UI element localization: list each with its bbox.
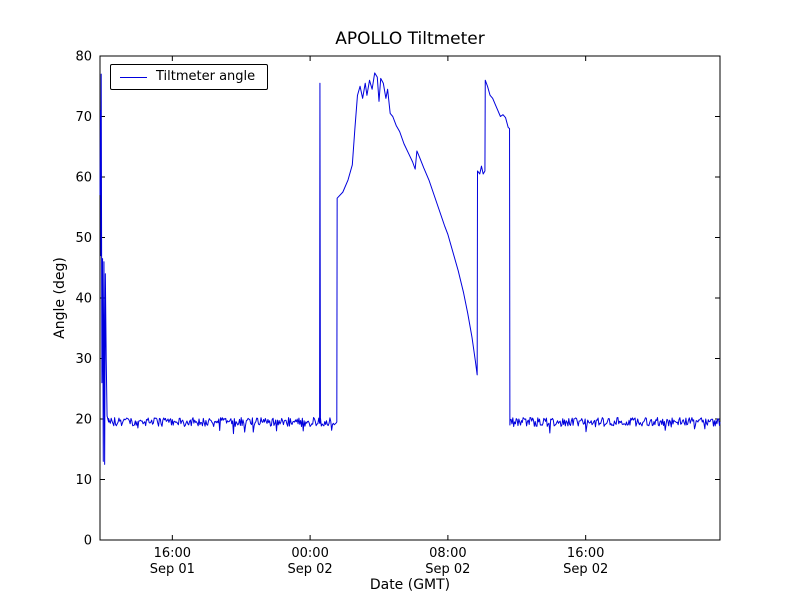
svg-text:0: 0	[84, 534, 92, 549]
svg-text:40: 40	[75, 292, 92, 307]
legend-entry-label: Tiltmeter angle	[156, 69, 256, 84]
svg-text:70: 70	[75, 110, 92, 125]
svg-text:10: 10	[75, 473, 92, 488]
svg-text:00:00: 00:00	[291, 546, 328, 561]
y-axis-label: Angle (deg)	[52, 257, 68, 339]
svg-text:16:00: 16:00	[154, 546, 191, 561]
svg-text:50: 50	[75, 231, 92, 246]
svg-text:16:00: 16:00	[567, 546, 604, 561]
svg-text:Sep 02: Sep 02	[563, 562, 608, 577]
svg-text:20: 20	[75, 413, 92, 428]
x-axis-label: Date (GMT)	[369, 577, 451, 593]
svg-text:30: 30	[75, 352, 92, 367]
svg-text:60: 60	[75, 171, 92, 186]
svg-text:Sep 01: Sep 01	[150, 562, 195, 577]
svg-text:Sep 02: Sep 02	[425, 562, 470, 577]
svg-text:08:00: 08:00	[429, 546, 466, 561]
legend-line-sample-icon	[120, 76, 147, 78]
svg-text:80: 80	[75, 50, 92, 65]
svg-text:Sep 02: Sep 02	[288, 562, 333, 577]
chart-title: APOLLO Tiltmeter	[335, 29, 485, 49]
legend: Tiltmeter angle	[110, 64, 269, 90]
